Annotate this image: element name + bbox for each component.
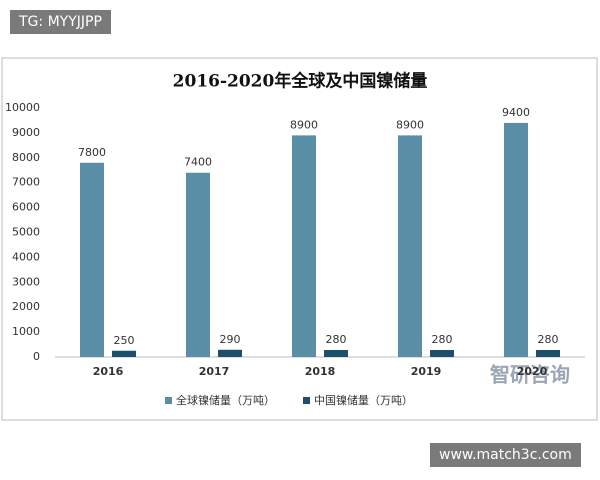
bar xyxy=(292,135,316,357)
y-tick-label: 4000 xyxy=(12,250,40,263)
y-tick-label: 9000 xyxy=(12,126,40,139)
y-tick-label: 2000 xyxy=(12,300,40,313)
bar xyxy=(536,350,560,357)
data-label: 280 xyxy=(538,333,559,346)
bar xyxy=(324,350,348,357)
legend-swatch xyxy=(303,397,310,404)
bar xyxy=(398,135,422,357)
watermark-tag: TG: MYYJJPP xyxy=(10,10,111,34)
data-label: 8900 xyxy=(290,118,318,131)
data-label: 290 xyxy=(220,333,241,346)
chart-title: 2016-2020年全球及中国镍储量 xyxy=(173,71,428,92)
x-tick-label: 2019 xyxy=(411,365,442,378)
x-tick-label: 2018 xyxy=(305,365,336,378)
y-tick-label: 3000 xyxy=(12,275,40,288)
x-tick-label: 2016 xyxy=(93,365,124,378)
x-tick-label: 2020 xyxy=(517,365,548,378)
data-label: 280 xyxy=(326,333,347,346)
legend-swatch xyxy=(165,397,172,404)
bar xyxy=(80,162,104,357)
bar xyxy=(112,350,136,357)
y-tick-label: 0 xyxy=(33,350,40,363)
legend-label: 中国镍储量（万吨） xyxy=(314,393,413,407)
data-label: 250 xyxy=(114,334,135,347)
bar xyxy=(430,350,454,357)
watermark-site: www.match3c.com xyxy=(430,443,581,467)
bar xyxy=(218,349,242,357)
data-label: 7800 xyxy=(78,146,106,159)
y-tick-label: 8000 xyxy=(12,151,40,164)
x-tick-label: 2017 xyxy=(199,365,230,378)
bar xyxy=(504,122,528,357)
y-tick-label: 1000 xyxy=(12,325,40,338)
data-label: 9400 xyxy=(502,106,530,119)
data-label: 8900 xyxy=(396,118,424,131)
y-tick-label: 10000 xyxy=(5,101,40,114)
legend-label: 全球镍储量（万吨） xyxy=(176,393,275,407)
bar xyxy=(186,172,210,357)
y-tick-label: 5000 xyxy=(12,226,40,239)
y-tick-label: 7000 xyxy=(12,176,40,189)
data-label: 7400 xyxy=(184,156,212,169)
data-label: 280 xyxy=(432,333,453,346)
watermark: 智研咨询 xyxy=(490,363,570,387)
y-tick-label: 6000 xyxy=(12,201,40,214)
